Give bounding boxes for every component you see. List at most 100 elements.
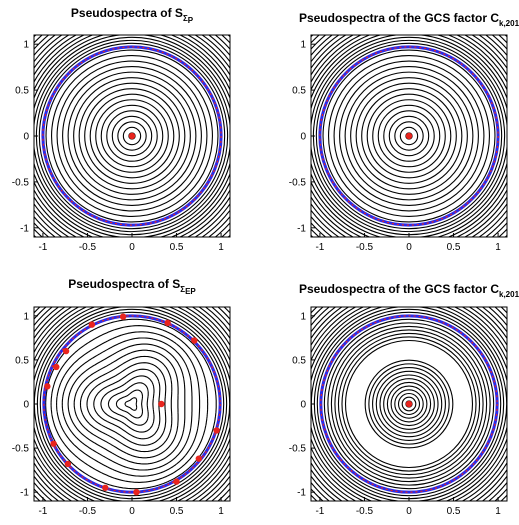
panel-4-title-sub: k,201 xyxy=(499,290,519,299)
y-tick-label: 1 xyxy=(23,311,29,322)
contour-line xyxy=(122,126,142,146)
contour-line xyxy=(401,396,417,412)
contour-line xyxy=(115,389,144,419)
eigenvalue-point xyxy=(191,337,198,344)
contour-line xyxy=(45,318,217,490)
x-tick-label: -0.5 xyxy=(79,242,97,253)
contour-line xyxy=(38,42,226,230)
contour-line xyxy=(56,60,208,212)
panel-1-eigenvalues xyxy=(42,46,222,226)
eigenvalue-point xyxy=(50,440,57,447)
y-tick-label: 0.5 xyxy=(292,355,306,366)
panel-2-title-sub: k,201 xyxy=(499,19,519,28)
y-tick-label: 0.5 xyxy=(15,355,29,366)
eigenvalue-point xyxy=(62,347,70,355)
contour-line xyxy=(117,121,147,151)
eigenvalue-point xyxy=(173,478,180,485)
y-tick-label: -1 xyxy=(20,488,29,499)
panel-1-title-main: Pseudospectra of S xyxy=(71,6,183,20)
eigenvalue-point xyxy=(128,132,136,140)
panel-3-axes xyxy=(33,306,231,502)
x-tick-label: 0.5 xyxy=(447,506,461,517)
contour-line xyxy=(34,307,230,501)
panel-3-contours xyxy=(34,307,230,501)
x-tick-label: -0.5 xyxy=(356,506,374,517)
contour-line xyxy=(34,307,230,501)
x-tick-label: 1 xyxy=(495,242,501,253)
contour-line xyxy=(368,363,450,445)
contour-line xyxy=(100,375,155,433)
y-tick-label: -0.5 xyxy=(289,177,307,188)
contour-line xyxy=(124,397,138,411)
contour-line xyxy=(383,378,435,430)
contour-line xyxy=(394,121,424,151)
contour-line xyxy=(379,374,439,434)
contour-line xyxy=(311,307,507,501)
contour-line xyxy=(337,332,481,476)
y-tick-label: 0 xyxy=(23,400,29,411)
contour-line xyxy=(366,93,452,179)
x-tick-label: -1 xyxy=(315,506,324,517)
contour-line xyxy=(372,367,446,441)
eigenvalue-rim xyxy=(319,46,499,226)
contour-line xyxy=(375,370,443,438)
contour-line xyxy=(78,82,186,190)
contour-line xyxy=(322,49,496,223)
eigenvalue-rim xyxy=(43,315,221,493)
panel-3: Pseudospectra of SΣEP -1 -1 -0.5 -0.5 0 0 0.5 0… xyxy=(12,277,231,517)
panel-4-title-main: Pseudospectra of the GCS factor C xyxy=(299,282,499,296)
contour-line xyxy=(266,261,519,525)
contour-line xyxy=(364,359,454,449)
contour-line xyxy=(330,325,488,483)
contour-line xyxy=(333,60,485,212)
contour-line xyxy=(390,385,428,423)
panel-4: Pseudospectra of the GCS factor Ck,201 -… xyxy=(266,261,519,525)
contour-line xyxy=(95,99,169,173)
panel-2-eigenvalues xyxy=(319,46,499,226)
contour-line xyxy=(355,82,463,190)
contour-line xyxy=(67,71,197,201)
x-tick-label: 0 xyxy=(406,242,412,253)
y-tick-label: 1 xyxy=(300,40,306,51)
panel-1-ticks: -1 -1 -0.5 -0.5 0 0 0.5 0.5 1 1 xyxy=(12,40,225,253)
contour-line xyxy=(383,110,435,162)
panel-3-eigenvalues xyxy=(43,313,221,496)
contour-line xyxy=(344,71,474,201)
contour-line xyxy=(73,349,179,459)
y-tick-label: 0.5 xyxy=(15,86,29,97)
contour-line xyxy=(62,66,202,206)
contour-line xyxy=(372,99,446,173)
eigenvalue-point xyxy=(119,313,127,320)
contour-line xyxy=(86,362,167,446)
contour-line xyxy=(106,110,158,162)
eigenvalue-point xyxy=(405,400,413,408)
contour-line xyxy=(339,66,479,206)
y-tick-label: -1 xyxy=(297,488,306,499)
x-tick-label: 0 xyxy=(406,506,412,517)
eigenvalue-point xyxy=(53,363,60,371)
contour-line xyxy=(341,336,477,472)
panel-3-title-subsub: EP xyxy=(185,287,196,296)
contour-line xyxy=(73,77,191,195)
contour-line xyxy=(36,308,228,500)
x-tick-label: 1 xyxy=(218,506,224,517)
eigenvalue-point xyxy=(195,455,203,462)
contour-line xyxy=(327,322,491,486)
x-tick-label: 0.5 xyxy=(170,506,184,517)
eigenvalue-point xyxy=(133,488,140,496)
x-tick-label: -0.5 xyxy=(356,242,374,253)
eigenvalue-point xyxy=(213,427,220,434)
y-tick-label: 1 xyxy=(300,311,306,322)
y-tick-label: 0 xyxy=(300,132,306,143)
panel-4-title: Pseudospectra of the GCS factor Ck,201 xyxy=(299,282,519,299)
eigenvalue-point xyxy=(102,484,109,491)
contour-line xyxy=(350,77,468,195)
panel-1-title-subsub: P xyxy=(188,16,194,25)
panel-3-title: Pseudospectra of SΣEP xyxy=(68,277,196,296)
contour-line xyxy=(311,307,507,501)
panel-1-title: Pseudospectra of SΣP xyxy=(71,6,194,25)
y-tick-label: -0.5 xyxy=(12,177,30,188)
x-tick-label: -1 xyxy=(38,242,47,253)
contour-line xyxy=(89,93,175,179)
